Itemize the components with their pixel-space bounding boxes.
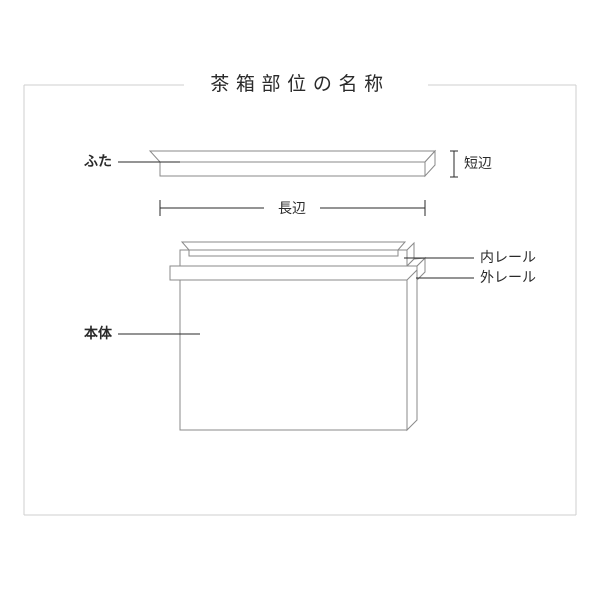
dim-short-side: 短辺	[450, 151, 492, 177]
outer-rail-front	[170, 266, 417, 280]
diagram-container: 茶箱部位の名称 短辺 長辺	[0, 0, 600, 600]
label-short-side: 短辺	[464, 156, 492, 172]
callout-soto-rail: 外レール	[416, 270, 536, 286]
body-top-inner	[182, 242, 405, 250]
lid-group	[150, 151, 435, 176]
body-main-right	[407, 270, 417, 430]
body-group	[170, 242, 425, 430]
dim-long-side: 長辺	[160, 200, 425, 217]
label-soto-rail: 外レール	[480, 270, 536, 286]
diagram-title: 茶箱部位の名称	[210, 73, 390, 95]
label-hontai: 本体	[84, 325, 113, 342]
body-main-front	[180, 280, 407, 430]
lid-front-face	[160, 162, 425, 176]
lid-top-face	[150, 151, 435, 162]
label-long-side: 長辺	[278, 201, 306, 217]
label-uchi-rail: 内レール	[480, 250, 536, 266]
label-futa: ふた	[84, 154, 112, 170]
inner-lip	[189, 250, 398, 256]
diagram-svg: 茶箱部位の名称 短辺 長辺	[0, 0, 600, 600]
